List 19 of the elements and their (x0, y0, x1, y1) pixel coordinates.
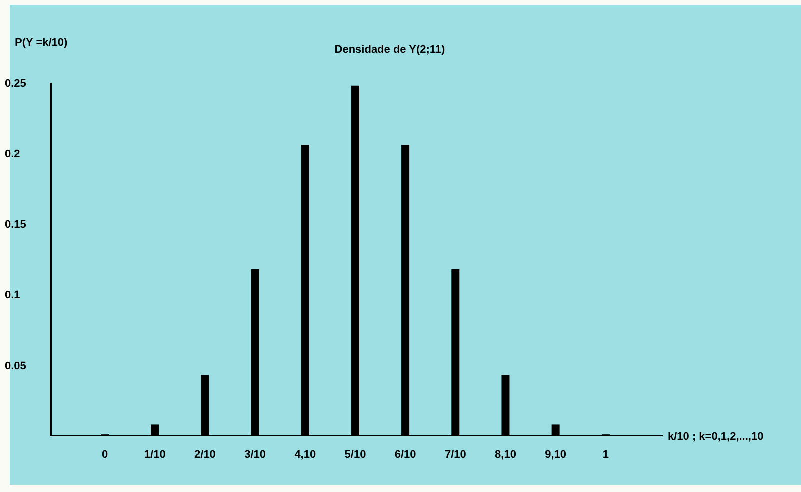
x-tick-label: 7/10 (444, 448, 466, 461)
chart-title: Densidade de Y(2;11) (334, 44, 446, 56)
y-tick-label: 0.05 (5, 360, 26, 372)
x-tick-label: 9,10 (545, 448, 567, 461)
y-tick-label: 0.2 (5, 148, 20, 161)
y-tick-label: 0.1 (5, 290, 20, 302)
x-axis-title: k/10 ; k=0,1,2,...,10 (668, 431, 764, 443)
x-tick-label: 1/10 (144, 448, 166, 461)
x-tick-label: 4,10 (294, 448, 316, 461)
x-tick-label: 0 (102, 448, 108, 461)
x-tick-label: 1 (602, 448, 610, 461)
x-tick-label: 5/10 (344, 448, 366, 461)
y-axis-title: P(Y =k/10) (15, 37, 68, 49)
x-tick-label: 3/10 (244, 448, 266, 461)
x-tick-label: 6/10 (394, 448, 416, 461)
y-tick-label: 0.25 (5, 78, 26, 90)
x-tick-label: 8,10 (495, 448, 516, 461)
x-tick-label: 2/10 (194, 448, 216, 461)
y-tick-label: 0.15 (5, 219, 26, 232)
